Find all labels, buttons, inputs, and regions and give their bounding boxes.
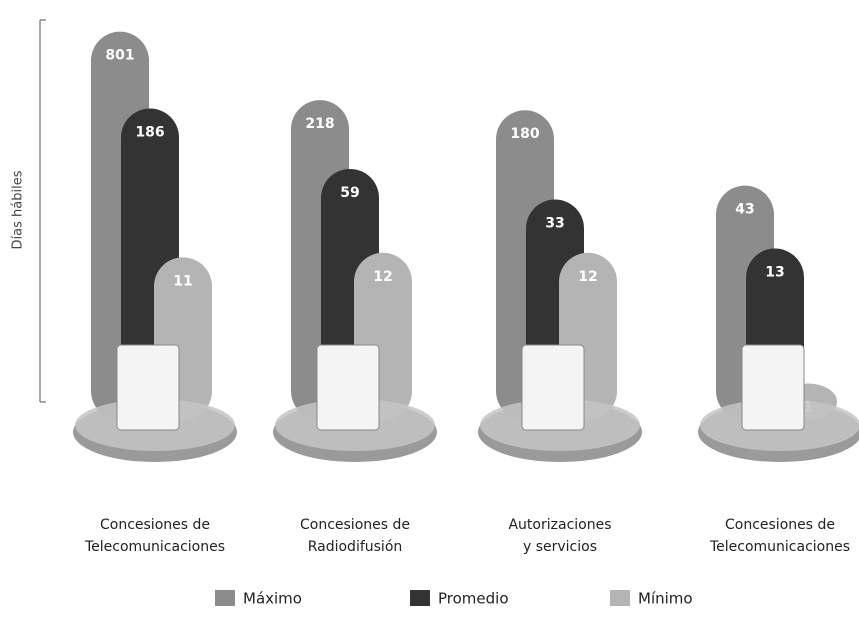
category-label: y servicios bbox=[523, 539, 597, 555]
legend-swatch bbox=[610, 590, 630, 606]
category-label: Concesiones de bbox=[300, 517, 410, 533]
category-label: Radiodifusión bbox=[308, 539, 403, 555]
value-label: 13 bbox=[765, 265, 784, 281]
value-label: 11 bbox=[173, 273, 192, 289]
category-label: Autorizaciones bbox=[508, 517, 611, 533]
value-label: 12 bbox=[578, 269, 597, 285]
value-label: 33 bbox=[545, 216, 564, 232]
document-icon bbox=[741, 344, 805, 431]
category-label: Concesiones de bbox=[725, 517, 835, 533]
value-label: 12 bbox=[373, 269, 392, 285]
value-label: 59 bbox=[340, 185, 359, 201]
document-icon bbox=[116, 344, 180, 431]
category-label: Telecomunicaciones bbox=[84, 539, 225, 555]
legend-swatch bbox=[410, 590, 430, 606]
category-label: Concesiones de bbox=[100, 517, 210, 533]
value-label: 218 bbox=[305, 116, 334, 132]
document-icon bbox=[521, 344, 585, 431]
value-label: 186 bbox=[135, 125, 164, 141]
category-label: Telecomunicaciones bbox=[709, 539, 850, 555]
legend-label: Mínimo bbox=[638, 590, 693, 608]
legend-label: Máximo bbox=[243, 590, 302, 608]
y-axis-label: Días hábiles bbox=[11, 170, 26, 249]
document-icon bbox=[316, 344, 380, 431]
value-label: 180 bbox=[510, 126, 539, 142]
value-label: 43 bbox=[735, 202, 754, 218]
legend-label: Promedio bbox=[438, 590, 509, 608]
legend-swatch bbox=[215, 590, 235, 606]
value-label: 801 bbox=[105, 48, 134, 64]
